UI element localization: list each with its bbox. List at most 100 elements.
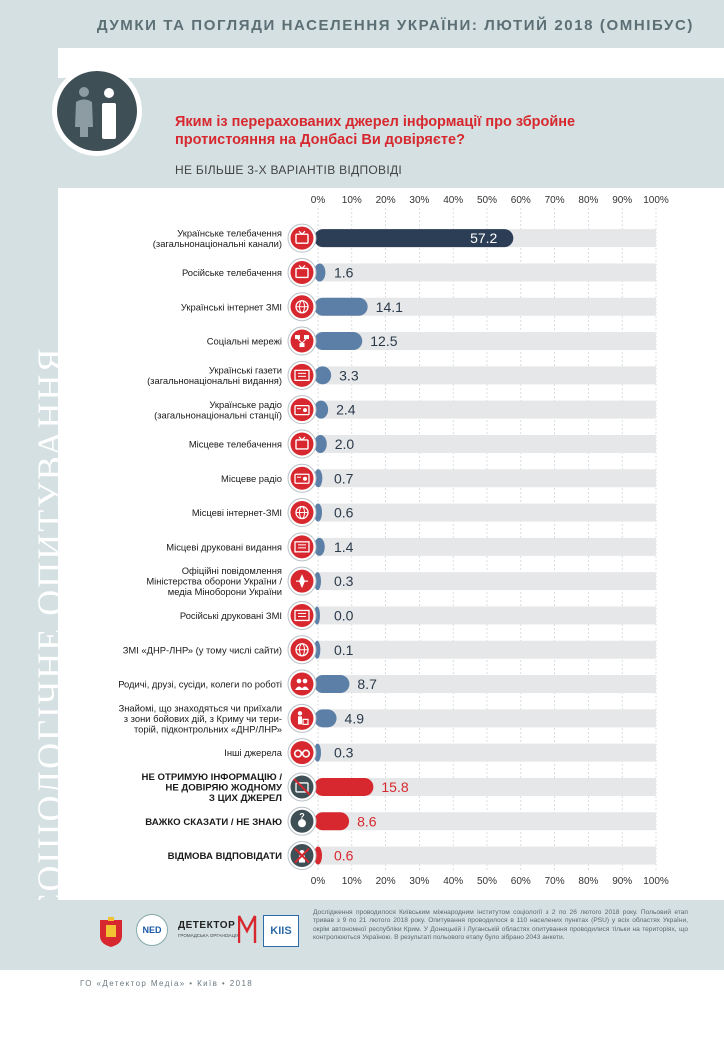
internet-icon-glyph <box>295 505 309 520</box>
value-label: 0.6 <box>334 848 354 864</box>
x-tick-label-top: 50% <box>477 195 497 206</box>
bar-track <box>318 743 656 762</box>
category-label: Соціальні мережі <box>207 336 282 347</box>
x-tick-label-bottom: 90% <box>612 876 632 887</box>
bar-track <box>318 675 656 694</box>
bar <box>314 503 323 522</box>
value-label: 0.1 <box>334 642 354 658</box>
x-tick-label-bottom: 100% <box>643 876 669 887</box>
radio-icon <box>290 466 314 490</box>
x-tick-label-top: 80% <box>578 195 598 206</box>
bar-track <box>318 846 656 865</box>
radio-icon-glyph <box>294 404 310 416</box>
category-label: Російське телебачення <box>182 267 282 278</box>
newspaper-icon-glyph <box>294 609 310 622</box>
bar <box>314 263 326 282</box>
value-label: 15.8 <box>381 779 408 795</box>
category-label: Місцеві друковані видання <box>166 541 282 552</box>
category-label: Офіційні повідомлення Міністерства оборон… <box>146 565 282 597</box>
category-label: ЗМІ «ДНР-ЛНР» (у тому числі сайти) <box>123 644 282 655</box>
x-tick-label-top: 20% <box>376 195 396 206</box>
radio-icon <box>290 398 314 422</box>
value-label: 0.6 <box>334 505 354 521</box>
value-label: 0.0 <box>334 607 354 623</box>
bar-track <box>318 606 656 625</box>
bar-track <box>318 812 656 831</box>
x-tick-label-bottom: 60% <box>511 876 531 887</box>
person-luggage-icon-glyph <box>297 711 309 725</box>
category-label: ВАЖКО СКАЗАТИ / НЕ ЗНАЮ <box>145 817 282 828</box>
bar <box>314 229 514 248</box>
question-text: Яким із перерахованих джерел інформації … <box>175 114 576 148</box>
side-band: СОЦІОЛОГІЧНЕ ОПИТУВАННЯ <box>0 48 70 918</box>
publisher-footer: ГО «Детектор Медіа» • Київ • 2018 <box>80 979 254 988</box>
x-tick-label-top: 40% <box>443 195 463 206</box>
category-label: Російські друковані ЗМІ <box>180 610 282 621</box>
bar-track <box>318 503 656 522</box>
category-label: Інші джерела <box>224 747 283 758</box>
value-label: 57.2 <box>470 230 497 246</box>
bar-chart: 0% 0% 10% 10% 20% 20% 30% 30% 40% 40% 50% 50% 60% 60%… <box>118 195 669 887</box>
bar-track <box>318 709 656 728</box>
x-tick-label-bottom: 10% <box>342 876 362 887</box>
bar-track <box>318 297 656 316</box>
ministry-icon-glyph <box>296 574 308 589</box>
category-label: Родичі, друзі, сусіди, колеги по роботі <box>118 679 282 690</box>
category-label: Українські газети (загальнонаціональні ви… <box>147 365 282 387</box>
bar-track <box>318 400 656 419</box>
detector-logo: ДЕТЕКТОР <box>178 920 236 931</box>
study-footnote: Дослідження проводилося Київським міжнар… <box>313 909 688 941</box>
tv-icon <box>290 432 314 456</box>
category-label: Місцеве радіо <box>221 473 282 484</box>
value-label: 2.0 <box>335 436 355 452</box>
bar-track <box>318 537 656 556</box>
svg-text:?: ? <box>299 811 305 821</box>
category-label: Українські інтернет ЗМІ <box>181 301 282 312</box>
internet-icon-glyph <box>295 643 309 657</box>
bar <box>314 469 323 488</box>
x-tick-label-top: 30% <box>409 195 429 206</box>
x-tick-label-top: 60% <box>511 195 531 206</box>
report-title: ДУМКИ ТА ПОГЛЯДИ НАСЕЛЕННЯ УКРАЇНИ: ЛЮТИ… <box>96 17 694 34</box>
x-tick-label-bottom: 20% <box>376 876 396 887</box>
detector-m-icon <box>237 913 260 950</box>
value-label: 8.6 <box>357 813 377 829</box>
category-label: Місцеві інтернет-ЗМІ <box>192 507 282 518</box>
bar-track <box>318 366 656 385</box>
x-tick-label-top: 100% <box>643 195 669 206</box>
bar-track <box>318 263 656 282</box>
value-label: 1.6 <box>334 264 354 280</box>
radio-icon-glyph <box>294 473 310 484</box>
newspaper-icon-glyph <box>294 541 310 553</box>
chart-panel: 0% 0% 10% 10% 20% 20% 30% 30% 40% 40% 50% 50% 60% 60%… <box>94 188 672 890</box>
bar-track <box>318 777 656 796</box>
x-tick-label-bottom: 40% <box>443 876 463 887</box>
x-tick-label-top: 10% <box>342 195 362 206</box>
bar <box>314 846 323 865</box>
x-tick-label-top: 90% <box>612 195 632 206</box>
bar-track <box>318 572 656 591</box>
x-tick-label-bottom: 80% <box>578 876 598 887</box>
bar <box>314 675 350 694</box>
internet-icon-glyph <box>295 300 309 314</box>
coat-of-arms-logo <box>98 916 124 948</box>
x-tick-label-bottom: 30% <box>409 876 429 887</box>
tv-icon-glyph <box>295 436 309 450</box>
category-label: Українське радіо (загальнонаціональні ста… <box>154 399 282 421</box>
tv-icon <box>290 260 314 284</box>
value-label: 2.4 <box>336 402 356 418</box>
bar <box>314 709 337 728</box>
soldier-info-icon <box>57 71 137 151</box>
bar <box>314 812 350 831</box>
value-label: 1.4 <box>334 539 354 555</box>
no-tv-icon-glyph <box>293 778 311 796</box>
value-label: 3.3 <box>339 367 359 383</box>
bar <box>314 537 325 556</box>
question-person-icon-glyph: ? <box>298 811 306 828</box>
bar-track <box>318 332 656 351</box>
category-label: НЕ ОТРИМУЮ ІНФОРМАЦІЮ / НЕ ДОВІРЯЮ ЖОДНОМ… <box>142 772 283 804</box>
binoculars-icon-glyph <box>293 749 311 758</box>
people-icon-glyph <box>295 678 309 691</box>
tv-icon-glyph <box>295 230 309 244</box>
value-label: 4.9 <box>345 710 365 726</box>
